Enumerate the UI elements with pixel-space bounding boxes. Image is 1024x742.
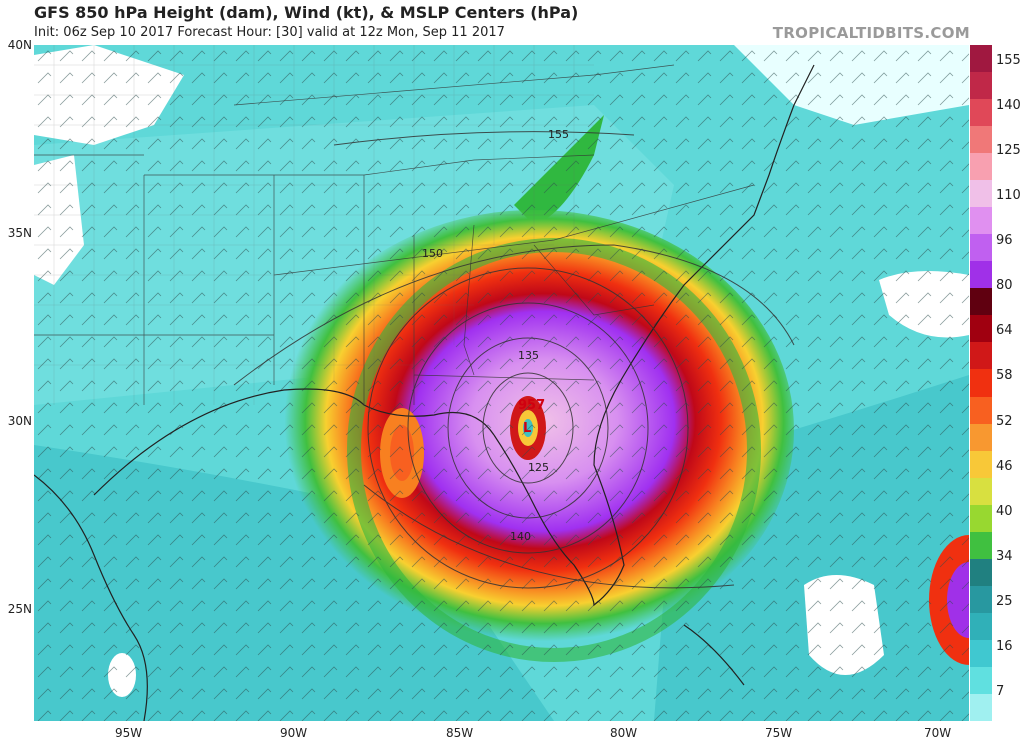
lon-label: 85W	[446, 726, 474, 740]
colorbar-segment	[970, 288, 992, 316]
colorbar-segment	[970, 558, 992, 587]
colorbar-segment	[970, 342, 992, 370]
contour-label: 140	[510, 530, 531, 543]
map-title: GFS 850 hPa Height (dam), Wind (kt), & M…	[34, 3, 579, 22]
map-canvas: 155 150 135 140 125 957 L	[34, 45, 969, 721]
lon-label: 80W	[610, 726, 638, 740]
colorbar-segment	[970, 234, 992, 262]
colorbar-label: 64	[996, 323, 1013, 339]
colorbar-segment	[970, 369, 992, 397]
low-marker: L	[523, 421, 531, 436]
colorbar-label: 7	[996, 683, 1005, 699]
colorbar-segment	[970, 504, 992, 533]
colorbar-label: 34	[996, 548, 1013, 564]
contour-label: 155	[548, 128, 569, 141]
map-subtitle: Init: 06z Sep 10 2017 Forecast Hour: [30…	[34, 25, 505, 40]
lat-label: 40N	[7, 38, 32, 52]
lon-label: 70W	[924, 726, 952, 740]
colorbar-label: 16	[996, 638, 1013, 654]
colorbar-segment	[970, 315, 992, 343]
colorbar-label: 125	[996, 143, 1021, 159]
colorbar-segment	[970, 153, 992, 181]
colorbar-segment	[970, 126, 992, 154]
lat-label: 35N	[7, 226, 32, 240]
colorbar-segment	[970, 612, 992, 641]
lat-label: 25N	[7, 602, 32, 616]
brand-label: TROPICALTIDBITS.COM	[772, 24, 970, 42]
colorbar-segment	[970, 261, 992, 289]
colorbar-label: 40	[996, 503, 1013, 519]
colorbar-segment	[970, 99, 992, 127]
contour-label: 125	[528, 461, 549, 474]
colorbar-segment	[970, 450, 992, 479]
colorbar-segment	[970, 72, 992, 100]
colorbar-label: 155	[996, 53, 1021, 68]
colorbar-label: 110	[996, 188, 1021, 204]
coastlines	[34, 64, 815, 721]
colorbar-segment	[970, 639, 992, 668]
colorbar-label: 140	[996, 98, 1021, 114]
colorbar-segment	[970, 477, 992, 506]
colorbar-segment	[970, 423, 992, 452]
colorbar-segment	[970, 693, 992, 722]
pressure-center-label: 957	[518, 398, 545, 413]
weather-map: 155 150 135 140 125 957 L	[34, 45, 969, 721]
colorbar	[970, 45, 992, 722]
colorbar-segment	[970, 666, 992, 695]
colorbar-segment	[970, 207, 992, 235]
colorbar-label: 80	[996, 278, 1013, 294]
colorbar-label: 25	[996, 593, 1013, 609]
colorbar-segment	[970, 45, 992, 73]
colorbar-label: 46	[996, 458, 1013, 474]
height-contours	[233, 131, 795, 589]
county-lines	[34, 45, 594, 405]
contour-label: 150	[422, 247, 443, 260]
colorbar-label: 52	[996, 413, 1013, 429]
colorbar-segment	[970, 531, 992, 560]
colorbar-segment	[970, 396, 992, 425]
lon-label: 90W	[280, 726, 308, 740]
colorbar-label: 96	[996, 233, 1013, 249]
contour-label: 135	[518, 349, 539, 362]
colorbar-segment	[970, 180, 992, 208]
lon-label: 95W	[115, 726, 143, 740]
lon-label: 75W	[765, 726, 793, 740]
colorbar-segment	[970, 585, 992, 614]
colorbar-label: 58	[996, 368, 1013, 384]
lat-label: 30N	[7, 414, 32, 428]
